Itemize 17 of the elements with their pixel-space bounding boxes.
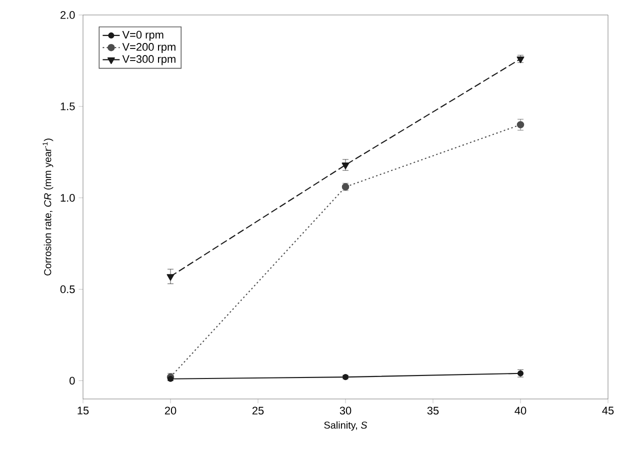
x-axis-title: Salinity, S <box>324 421 368 431</box>
y-tick-label: 0.5 <box>60 285 75 294</box>
y-axis-title: Corrosion rate, CR (mm year$^{-1}$) <box>42 138 54 276</box>
x-tick-label: 15 <box>78 406 89 414</box>
x-tick-label: 45 <box>602 406 614 414</box>
legend-label: V=0 rpm <box>122 30 164 41</box>
x-tick-label: 30 <box>340 406 352 415</box>
x-tick-label: 40 <box>514 406 526 415</box>
x-tick-label: 35 <box>427 406 439 415</box>
y-tick-label: 0 <box>70 376 75 385</box>
y-tick-label: 1.0 <box>60 194 75 202</box>
x-tick-label: 20 <box>164 406 176 415</box>
legend-label: V=200 rpm <box>122 43 176 53</box>
y-tick-label: 2.0 <box>60 11 75 19</box>
x-tick-label: 25 <box>252 406 264 415</box>
legend-label: V=300 rpm <box>122 55 176 66</box>
y-tick-label: 1.5 <box>60 102 75 110</box>
